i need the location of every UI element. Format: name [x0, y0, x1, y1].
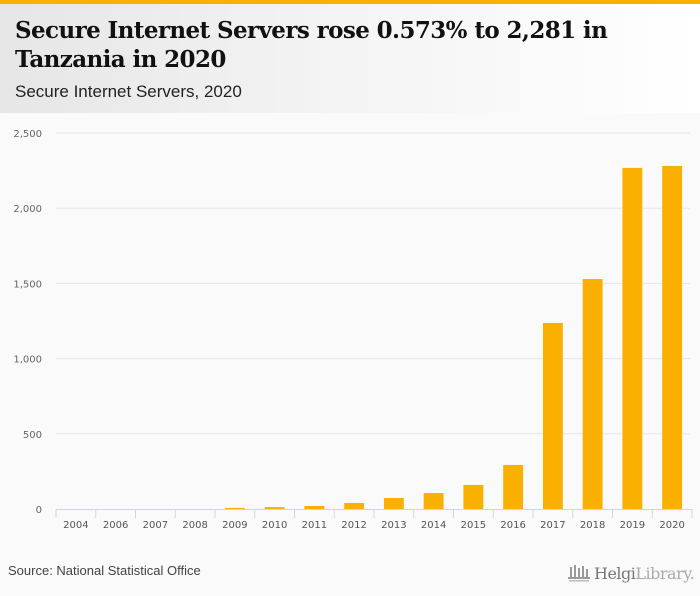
library-building-icon: [568, 565, 590, 582]
x-tick-label: 2004: [63, 520, 88, 531]
bar-2020: [662, 165, 683, 509]
y-tick-label: 2,000: [13, 204, 42, 215]
x-tick-label: 2013: [381, 520, 406, 531]
x-tick-label: 2019: [620, 520, 645, 531]
bars: [224, 165, 683, 509]
bar-2010: [264, 507, 285, 509]
x-tick-label: 2006: [103, 520, 128, 531]
x-tick-label: 2020: [659, 520, 684, 531]
accent-bar: [0, 0, 700, 4]
chart-subtitle: Secure Internet Servers, 2020: [15, 82, 242, 101]
y-tick-label: 500: [23, 430, 42, 441]
y-tick-label: 1,500: [13, 279, 42, 290]
bar-2018: [582, 279, 603, 509]
bar-2014: [423, 493, 444, 509]
x-tick-label: 2017: [540, 520, 565, 531]
bar-2016: [503, 464, 524, 509]
x-tick-label: 2018: [580, 520, 605, 531]
bar-2019: [622, 167, 643, 509]
x-tick-label: 2011: [302, 520, 327, 531]
chart-title: Secure Internet Servers rose 0.573% to 2…: [15, 17, 608, 73]
x-tick-label: 2016: [500, 520, 525, 531]
x-axis: [55, 509, 693, 518]
y-tick-label: 1,000: [13, 355, 42, 366]
helgi-library-logo[interactable]: HelgiLibrary.: [568, 560, 695, 586]
bar-2015: [463, 484, 484, 509]
bar-2013: [383, 498, 404, 509]
x-tick-label: 2010: [262, 520, 287, 531]
x-tick-label: 2012: [341, 520, 366, 531]
bar-2011: [304, 505, 325, 509]
bar-2012: [344, 502, 365, 509]
source-note: Source: National Statistical Office: [8, 563, 201, 578]
y-axis-ticks: 0 500 1,000 1,500 2,000 2,500: [13, 129, 42, 516]
bar-2009: [224, 507, 245, 509]
logo-text: HelgiLibrary.: [594, 563, 695, 583]
x-tick-label: 2009: [222, 520, 247, 531]
x-axis-ticks: 2004 2006 2007 2008 2009 2010 2011 2012 2013 2014…: [63, 520, 685, 531]
bar-2017: [542, 322, 563, 509]
x-tick-label: 2008: [182, 520, 207, 531]
x-tick-label: 2015: [461, 520, 486, 531]
chart-header: Secure Internet Servers rose 0.573% to 2…: [0, 4, 700, 113]
y-tick-label: 0: [36, 505, 42, 516]
x-tick-label: 2007: [143, 520, 168, 531]
x-tick-label: 2014: [421, 520, 446, 531]
y-tick-label: 2,500: [13, 129, 42, 140]
